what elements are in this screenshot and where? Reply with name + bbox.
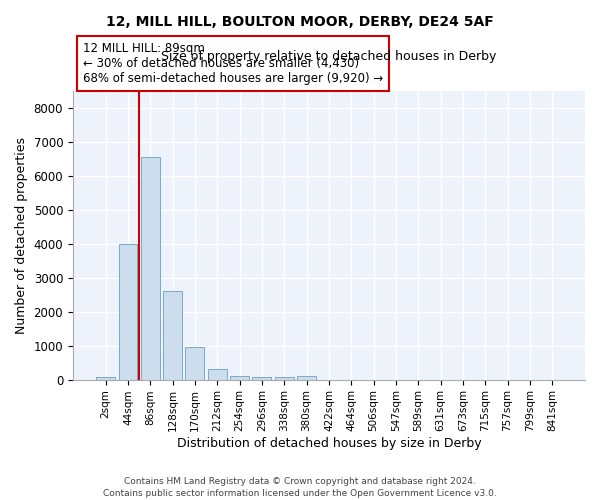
Bar bbox=[208, 369, 227, 380]
Bar bbox=[253, 376, 271, 380]
Y-axis label: Number of detached properties: Number of detached properties bbox=[15, 136, 28, 334]
X-axis label: Distribution of detached houses by size in Derby: Distribution of detached houses by size … bbox=[176, 437, 481, 450]
Bar bbox=[185, 346, 205, 380]
Bar bbox=[119, 244, 137, 380]
Text: 12 MILL HILL: 89sqm
← 30% of detached houses are smaller (4,430)
68% of semi-det: 12 MILL HILL: 89sqm ← 30% of detached ho… bbox=[83, 42, 383, 85]
Bar bbox=[96, 377, 115, 380]
Bar bbox=[275, 377, 294, 380]
Bar bbox=[297, 376, 316, 380]
Bar bbox=[141, 157, 160, 380]
Text: 12, MILL HILL, BOULTON MOOR, DERBY, DE24 5AF: 12, MILL HILL, BOULTON MOOR, DERBY, DE24… bbox=[106, 15, 494, 29]
Bar bbox=[163, 290, 182, 380]
Bar bbox=[230, 376, 249, 380]
Title: Size of property relative to detached houses in Derby: Size of property relative to detached ho… bbox=[161, 50, 497, 63]
Text: Contains HM Land Registry data © Crown copyright and database right 2024.
Contai: Contains HM Land Registry data © Crown c… bbox=[103, 476, 497, 498]
